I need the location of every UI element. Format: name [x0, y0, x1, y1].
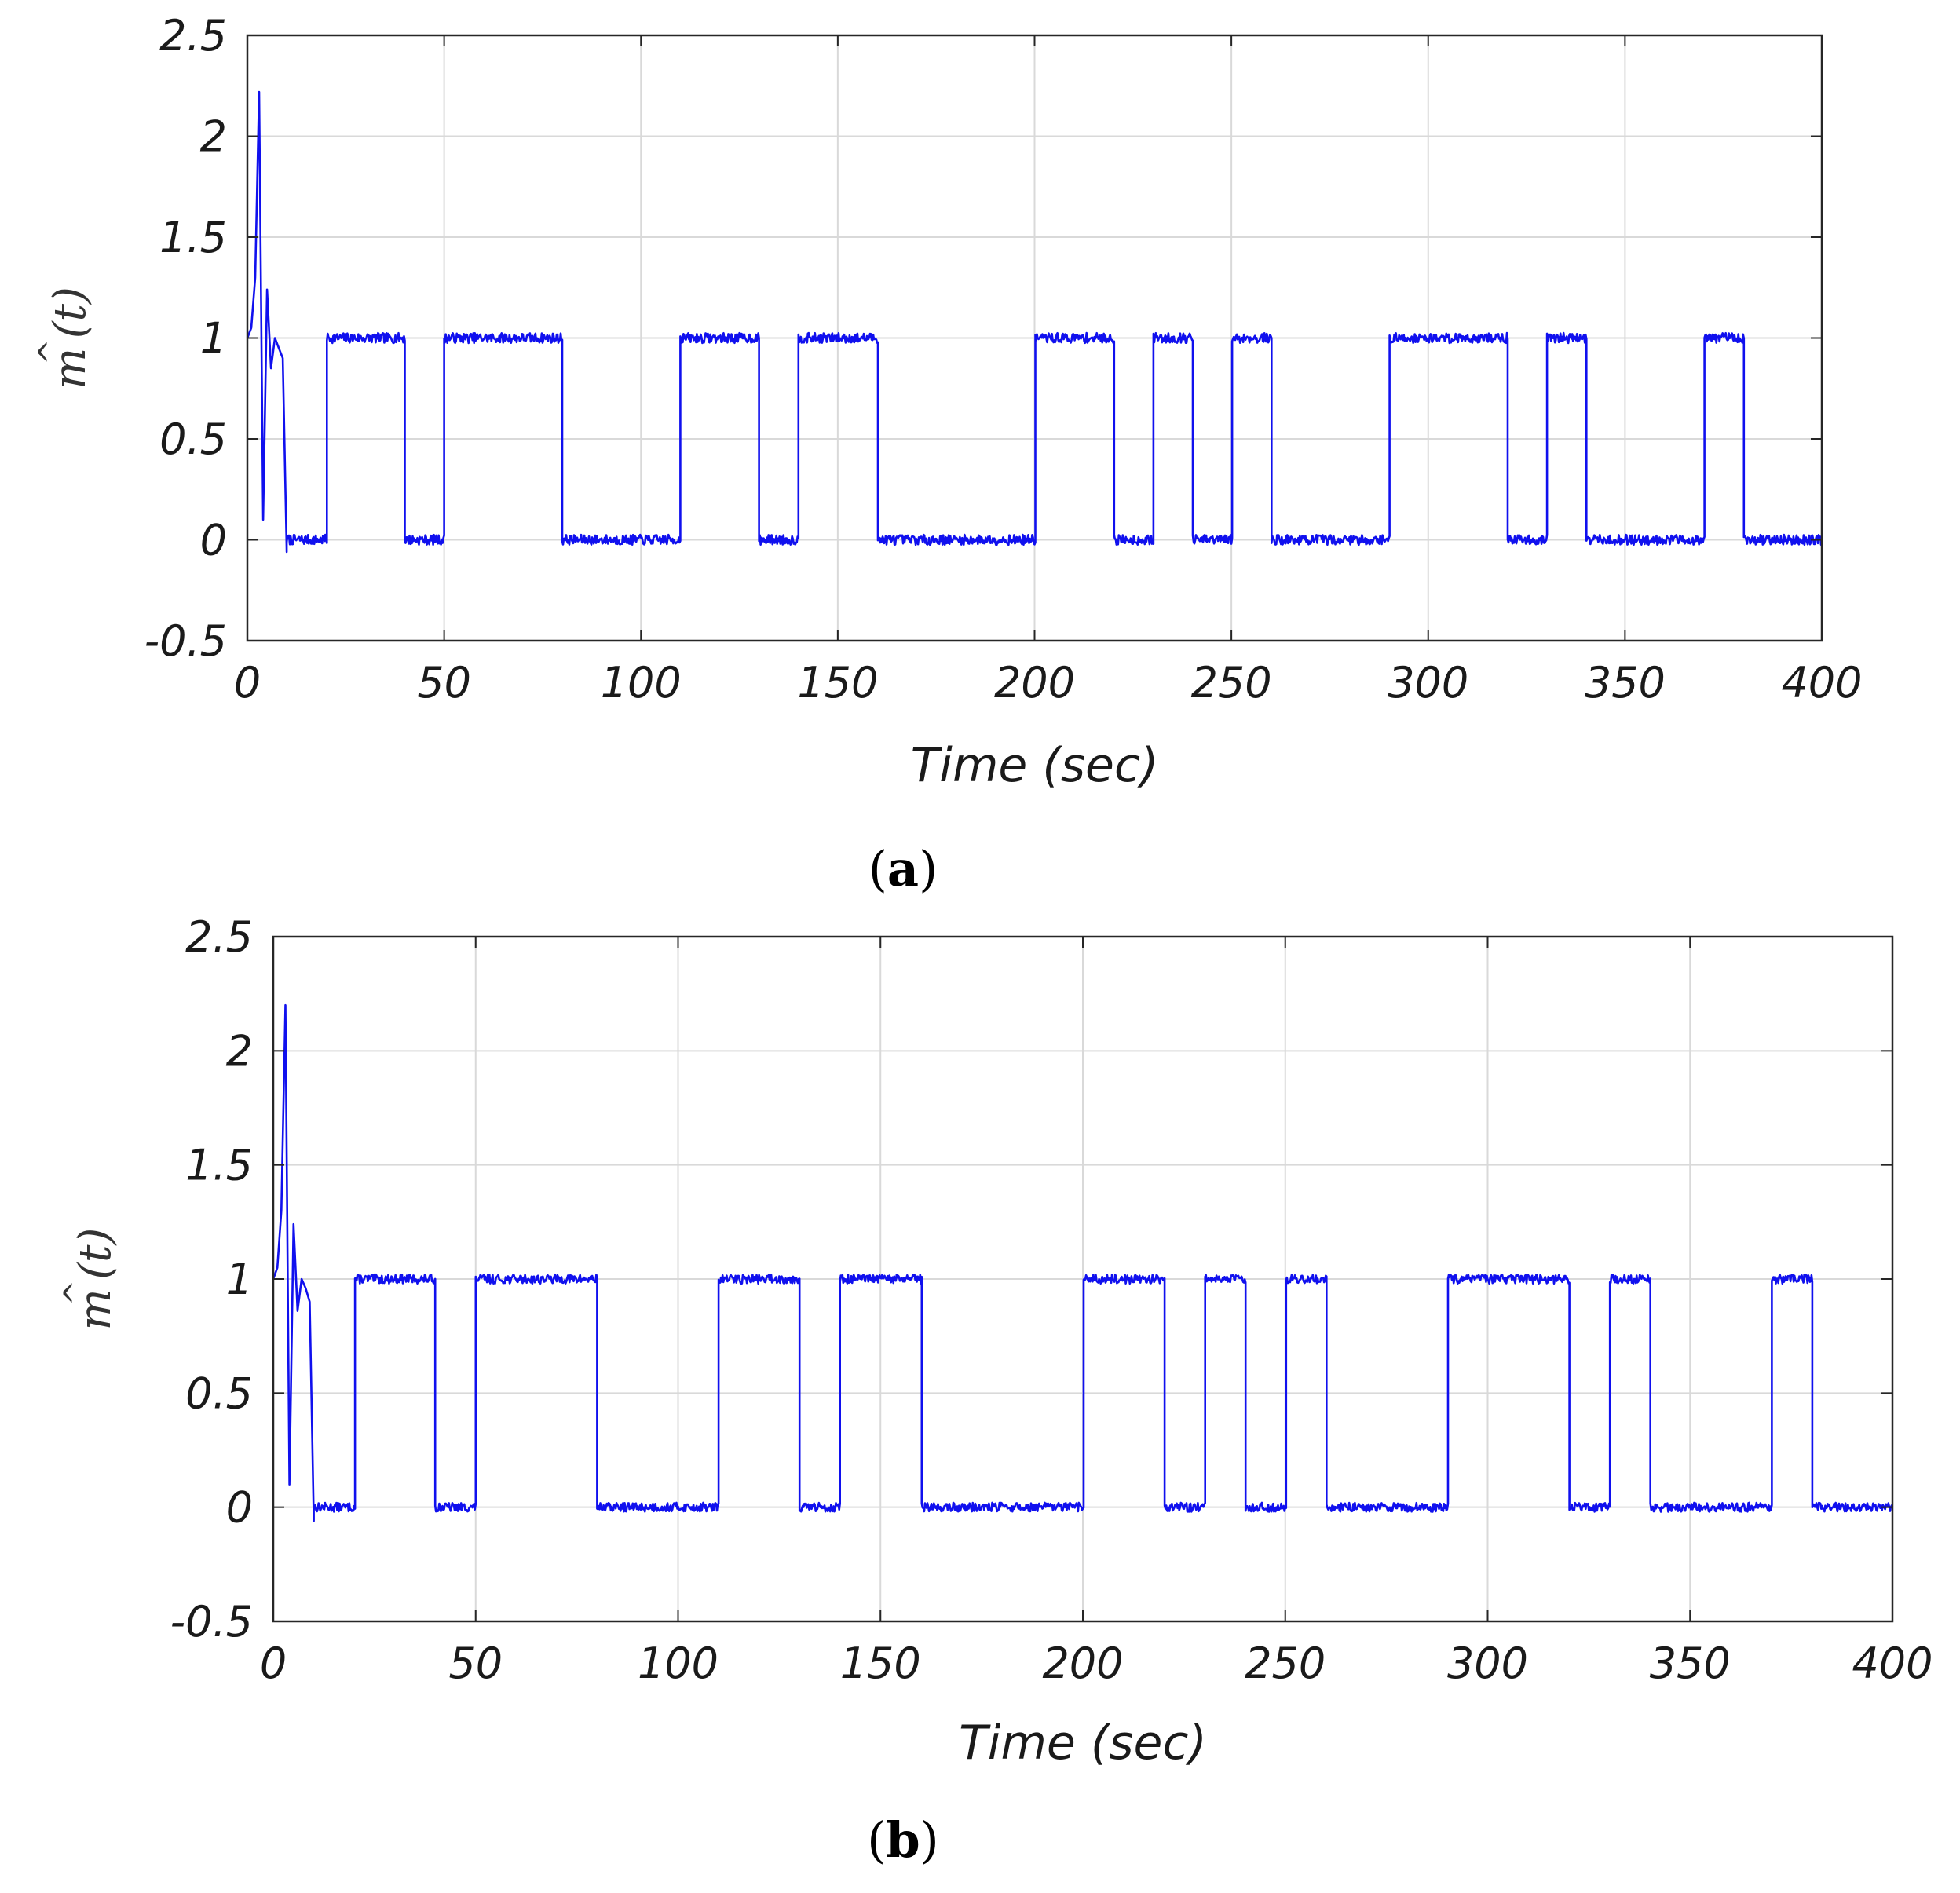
y-tick-label: 1	[226, 1255, 253, 1304]
y-axis-label-hat: ^	[33, 338, 69, 365]
y-axis-label-base: m	[70, 1288, 121, 1330]
x-tick-label: 0	[260, 1639, 287, 1688]
y-tick-label: 0	[226, 1483, 253, 1533]
caption-letter: a	[887, 840, 919, 897]
x-tick-label: 300	[1388, 658, 1468, 707]
panel-caption-b: (b)	[867, 1811, 939, 1869]
y-tick-label: 2.5	[185, 912, 253, 962]
y-tick-label: 2	[200, 112, 227, 162]
panel-caption-a: (a)	[868, 840, 938, 897]
y-tick-label: 0	[200, 516, 227, 565]
caption-close-paren: )	[920, 1811, 939, 1869]
series-line	[272, 1003, 1894, 1522]
caption-open-paren: (	[867, 1811, 886, 1869]
x-tick-label: 100	[601, 658, 682, 707]
x-tick-label: 350	[1650, 1639, 1731, 1688]
y-axis-label-arg: (t)	[45, 287, 96, 338]
caption-open-paren: (	[868, 840, 887, 897]
y-tick-label: 1.5	[185, 1141, 253, 1190]
y-tick-label: -0.5	[170, 1597, 253, 1646]
caption-letter: b	[886, 1811, 920, 1869]
y-tick-label: 0.5	[159, 415, 227, 464]
y-axis-label: m^(t)	[58, 1228, 121, 1331]
x-tick-label: 250	[1191, 658, 1272, 707]
chart-panel-a: 0 50 100 150 200 250 300 350 400-0.500.511.522.5…	[33, 11, 1863, 897]
chart-panel-b: 0 50 100 150 200 250 300 350 400-0.500.511.522.5…	[58, 912, 1933, 1869]
x-tick-label: 400	[1781, 658, 1862, 707]
x-tick-label: 200	[994, 658, 1075, 707]
caption-close-paren: )	[919, 840, 938, 897]
y-tick-label: -0.5	[144, 616, 227, 666]
series-line	[246, 90, 1823, 554]
x-tick-label: 350	[1585, 658, 1666, 707]
x-tick-label: 150	[840, 1639, 921, 1688]
x-tick-label: 50	[448, 1639, 503, 1688]
y-axis-label-arg: (t)	[70, 1228, 121, 1280]
x-tick-label: 0	[234, 658, 261, 707]
y-tick-label: 0.5	[185, 1369, 253, 1418]
y-axis-label: m^(t)	[33, 287, 96, 389]
x-tick-label: 400	[1852, 1639, 1933, 1688]
x-tick-label: 250	[1245, 1639, 1326, 1688]
y-tick-label: 1	[200, 314, 227, 364]
x-axis-label: Time (sec)	[911, 738, 1159, 793]
y-axis-label-hat: ^	[58, 1280, 94, 1306]
x-tick-label: 50	[417, 658, 471, 707]
x-tick-label: 200	[1042, 1639, 1123, 1688]
x-tick-label: 150	[797, 658, 878, 707]
x-axis-label: Time (sec)	[959, 1716, 1207, 1771]
y-tick-label: 2	[226, 1026, 253, 1076]
y-tick-label: 2.5	[159, 11, 227, 60]
x-tick-label: 300	[1447, 1639, 1528, 1688]
y-tick-label: 1.5	[159, 213, 227, 262]
x-tick-label: 100	[638, 1639, 719, 1688]
y-axis-label-base: m	[45, 348, 96, 389]
